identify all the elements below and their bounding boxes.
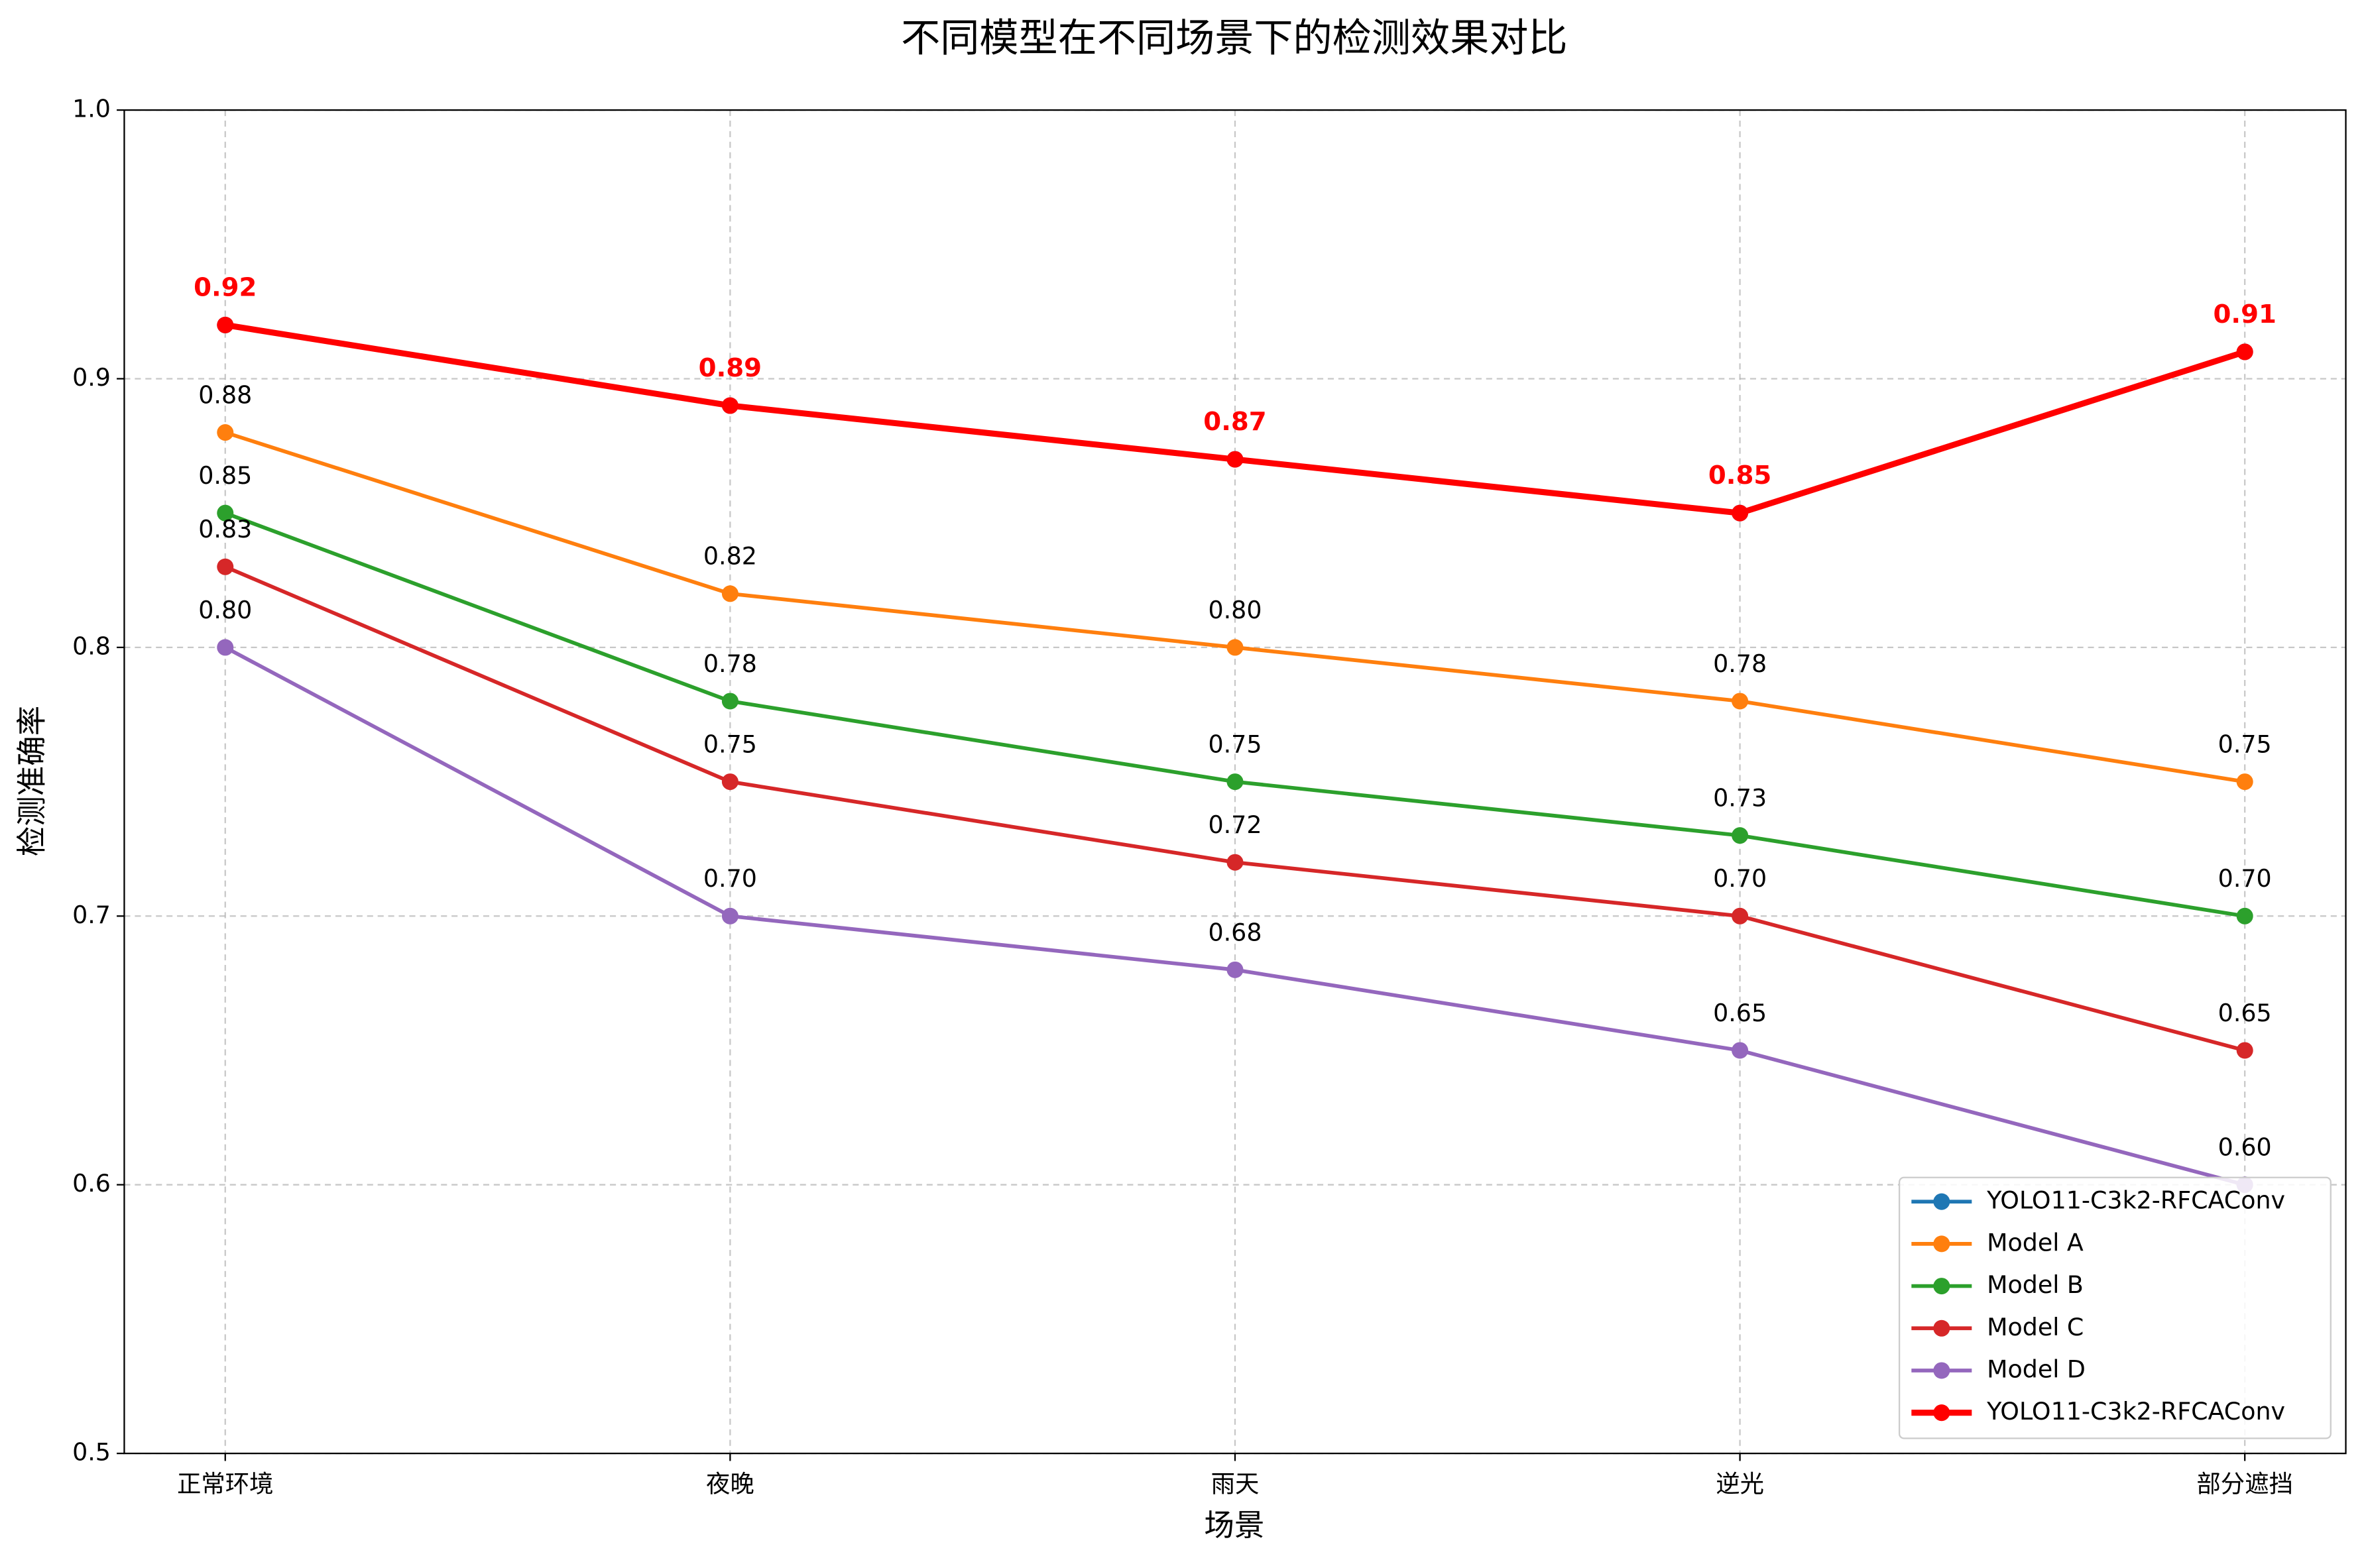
data-point xyxy=(2236,907,2253,924)
data-point xyxy=(2236,773,2253,791)
legend-marker xyxy=(1933,1278,1950,1295)
data-point xyxy=(1226,961,1244,978)
legend-marker xyxy=(1933,1235,1950,1253)
x-tick-label: 部分遮挡 xyxy=(2196,1469,2293,1498)
legend-label: Model C xyxy=(1987,1313,2084,1341)
data-label: 0.91 xyxy=(2214,300,2277,329)
legend-marker xyxy=(1933,1362,1950,1379)
data-point xyxy=(1226,639,1244,656)
data-label: 0.87 xyxy=(1203,407,1266,437)
data-label: 0.78 xyxy=(1713,649,1767,678)
y-tick-label: 0.8 xyxy=(72,632,111,660)
data-label: 0.73 xyxy=(1713,784,1767,812)
y-tick-label: 1.0 xyxy=(72,95,111,123)
data-label: 0.75 xyxy=(2218,730,2272,758)
data-label: 0.65 xyxy=(1713,999,1767,1027)
y-tick-label: 0.6 xyxy=(72,1169,111,1198)
data-label: 0.83 xyxy=(198,515,252,543)
data-point xyxy=(1732,504,1749,522)
x-axis-label: 场景 xyxy=(1204,1508,1264,1543)
legend-marker xyxy=(1933,1193,1950,1210)
y-tick-label: 0.7 xyxy=(72,901,111,929)
data-label: 0.75 xyxy=(1208,730,1262,758)
x-tick-label: 正常环境 xyxy=(177,1469,274,1498)
data-label: 0.78 xyxy=(703,649,757,678)
data-point xyxy=(1732,693,1749,710)
data-point xyxy=(1226,773,1244,791)
data-label: 0.75 xyxy=(703,730,757,758)
data-label: 0.92 xyxy=(194,272,257,302)
y-tick-label: 0.5 xyxy=(72,1438,111,1467)
legend-label: YOLO11-C3k2-RFCAConv xyxy=(1986,1186,2285,1215)
data-point xyxy=(2236,343,2253,361)
legend-box xyxy=(1898,1176,2332,1439)
data-point xyxy=(721,773,739,791)
data-point xyxy=(1226,854,1244,871)
data-point xyxy=(2236,1042,2253,1059)
data-label: 0.65 xyxy=(2218,999,2272,1027)
data-label: 0.82 xyxy=(703,542,757,571)
data-label: 0.70 xyxy=(703,864,757,893)
data-point xyxy=(217,424,234,441)
data-point xyxy=(1226,451,1244,468)
data-point xyxy=(217,639,234,656)
data-label: 0.70 xyxy=(1713,864,1767,893)
legend-label: YOLO11-C3k2-RFCAConv xyxy=(1986,1397,2285,1426)
data-label: 0.88 xyxy=(198,380,252,409)
data-label: 0.60 xyxy=(2218,1133,2272,1162)
data-label: 0.80 xyxy=(1208,596,1262,624)
x-tick-label: 雨天 xyxy=(1211,1469,1260,1498)
data-point xyxy=(1732,907,1749,924)
chart-title: 不同模型在不同场景下的检测效果对比 xyxy=(901,15,1567,61)
data-point xyxy=(721,907,739,924)
data-point xyxy=(217,316,234,333)
legend-marker xyxy=(1933,1319,1950,1337)
legend-label: Model A xyxy=(1987,1228,2084,1257)
plot-frame xyxy=(123,109,2347,1455)
data-point xyxy=(1732,1042,1749,1059)
data-point xyxy=(217,504,234,522)
data-label: 0.80 xyxy=(198,596,252,624)
y-tick-label: 0.9 xyxy=(72,363,111,392)
data-label: 0.72 xyxy=(1208,811,1262,839)
legend-marker xyxy=(1933,1404,1950,1422)
data-point xyxy=(721,693,739,710)
legend-label: Model B xyxy=(1987,1270,2084,1299)
data-label: 0.68 xyxy=(1208,918,1262,946)
data-label: 0.85 xyxy=(198,461,252,490)
x-tick-label: 夜晚 xyxy=(706,1469,754,1498)
data-point xyxy=(721,585,739,602)
y-axis-label: 检测准确率 xyxy=(14,706,49,857)
x-tick-label: 逆光 xyxy=(1716,1469,1764,1498)
data-label: 0.85 xyxy=(1708,461,1771,490)
data-label: 0.89 xyxy=(699,353,762,383)
data-point xyxy=(721,397,739,414)
data-label: 0.70 xyxy=(2218,864,2272,893)
legend-label: Model D xyxy=(1987,1355,2086,1383)
data-point xyxy=(1732,827,1749,844)
data-point xyxy=(217,558,234,575)
